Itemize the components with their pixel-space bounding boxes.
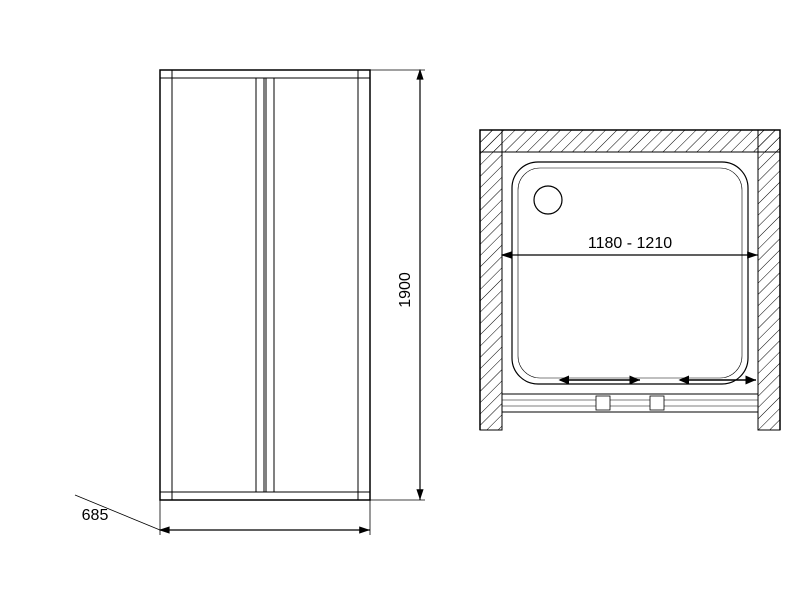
dim-height: 1900 xyxy=(370,70,425,500)
elevation-view xyxy=(160,70,370,500)
door-track xyxy=(502,394,758,412)
dim-width-value: 1180 - 1210 xyxy=(588,235,672,252)
technical-drawing: 1900 685 1180 - 1210 xyxy=(0,0,800,600)
drain-icon xyxy=(534,186,562,214)
dim-bottom-value: 685 xyxy=(82,507,109,524)
dim-bottom: 685 xyxy=(75,495,370,535)
plan-view: 1180 - 1210 xyxy=(480,130,780,430)
shower-tray xyxy=(512,162,748,384)
dim-height-value: 1900 xyxy=(397,272,414,308)
